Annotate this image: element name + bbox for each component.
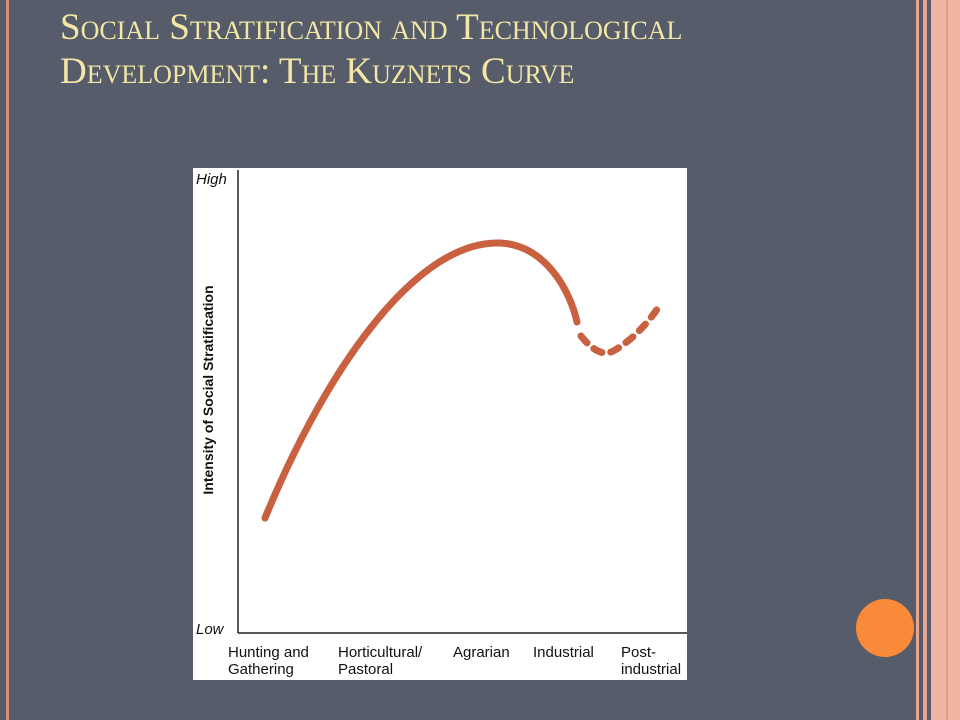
category-label: Industrial: [533, 644, 594, 661]
figure-background: [193, 168, 687, 680]
category-label: Horticultural/: [338, 644, 423, 661]
category-label: Post-: [621, 644, 656, 661]
category-label: Hunting and: [228, 644, 309, 661]
right-stripe: [923, 0, 927, 720]
y-axis-label: Intensity of Social Stratification: [200, 285, 216, 494]
right-band: [931, 0, 960, 720]
curve-projection: [577, 301, 664, 357]
figure: High Low Intensity of Social Stratificat…: [193, 168, 687, 680]
y-high-label: High: [196, 171, 227, 188]
orange-dot: [856, 599, 914, 657]
left-stripe: [6, 0, 9, 720]
curve: [261, 239, 581, 522]
category-label: Pastoral: [338, 661, 393, 678]
category-label: Agrarian: [453, 644, 510, 661]
category-label: industrial: [621, 661, 681, 678]
right-band-line: [946, 0, 948, 720]
category-label: Gathering: [228, 661, 294, 678]
slide-title: Social Stratification and Technological …: [60, 7, 683, 92]
y-low-label: Low: [196, 621, 225, 638]
right-stripe: [916, 0, 919, 720]
